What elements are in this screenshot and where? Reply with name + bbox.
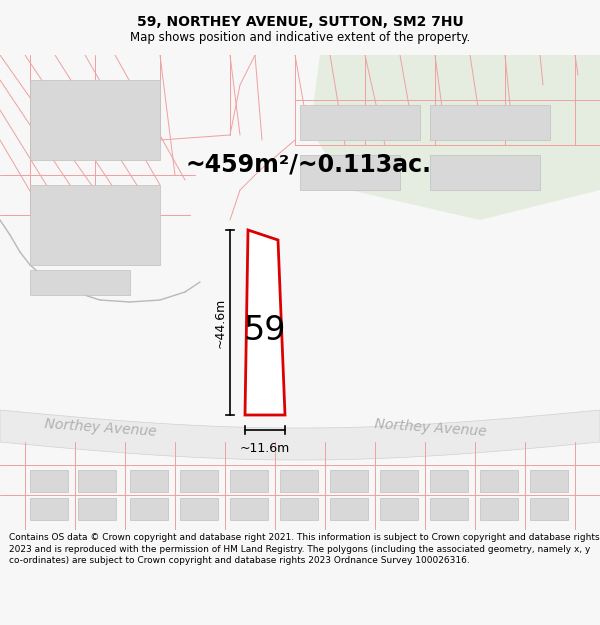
FancyBboxPatch shape	[330, 498, 368, 520]
FancyBboxPatch shape	[430, 155, 540, 190]
Text: 59, NORTHEY AVENUE, SUTTON, SM2 7HU: 59, NORTHEY AVENUE, SUTTON, SM2 7HU	[137, 16, 463, 29]
Text: Map shows position and indicative extent of the property.: Map shows position and indicative extent…	[130, 31, 470, 44]
FancyBboxPatch shape	[180, 498, 218, 520]
Text: Northey Avenue: Northey Avenue	[374, 417, 487, 439]
FancyBboxPatch shape	[430, 498, 468, 520]
FancyBboxPatch shape	[130, 470, 168, 492]
FancyBboxPatch shape	[430, 105, 550, 140]
Text: ~459m²/~0.113ac.: ~459m²/~0.113ac.	[185, 153, 431, 177]
FancyBboxPatch shape	[380, 498, 418, 520]
FancyBboxPatch shape	[180, 470, 218, 492]
Text: ~11.6m: ~11.6m	[240, 442, 290, 455]
FancyBboxPatch shape	[430, 470, 468, 492]
Text: Northey Avenue: Northey Avenue	[44, 417, 157, 439]
FancyBboxPatch shape	[78, 470, 116, 492]
Polygon shape	[0, 410, 600, 460]
FancyBboxPatch shape	[230, 470, 268, 492]
FancyBboxPatch shape	[380, 470, 418, 492]
FancyBboxPatch shape	[280, 498, 318, 520]
Text: 59: 59	[244, 314, 286, 346]
FancyBboxPatch shape	[130, 498, 168, 520]
FancyBboxPatch shape	[30, 498, 68, 520]
FancyBboxPatch shape	[30, 80, 160, 160]
Text: ~44.6m: ~44.6m	[214, 298, 227, 348]
FancyBboxPatch shape	[30, 185, 160, 265]
FancyBboxPatch shape	[300, 105, 420, 140]
Text: Contains OS data © Crown copyright and database right 2021. This information is : Contains OS data © Crown copyright and d…	[9, 533, 599, 566]
FancyBboxPatch shape	[480, 470, 518, 492]
FancyBboxPatch shape	[480, 498, 518, 520]
FancyBboxPatch shape	[78, 498, 116, 520]
FancyBboxPatch shape	[230, 498, 268, 520]
Polygon shape	[310, 55, 600, 220]
FancyBboxPatch shape	[530, 498, 568, 520]
FancyBboxPatch shape	[30, 270, 130, 295]
Polygon shape	[245, 230, 285, 415]
FancyBboxPatch shape	[330, 470, 368, 492]
FancyBboxPatch shape	[530, 470, 568, 492]
FancyBboxPatch shape	[300, 155, 400, 190]
FancyBboxPatch shape	[30, 470, 68, 492]
FancyBboxPatch shape	[280, 470, 318, 492]
